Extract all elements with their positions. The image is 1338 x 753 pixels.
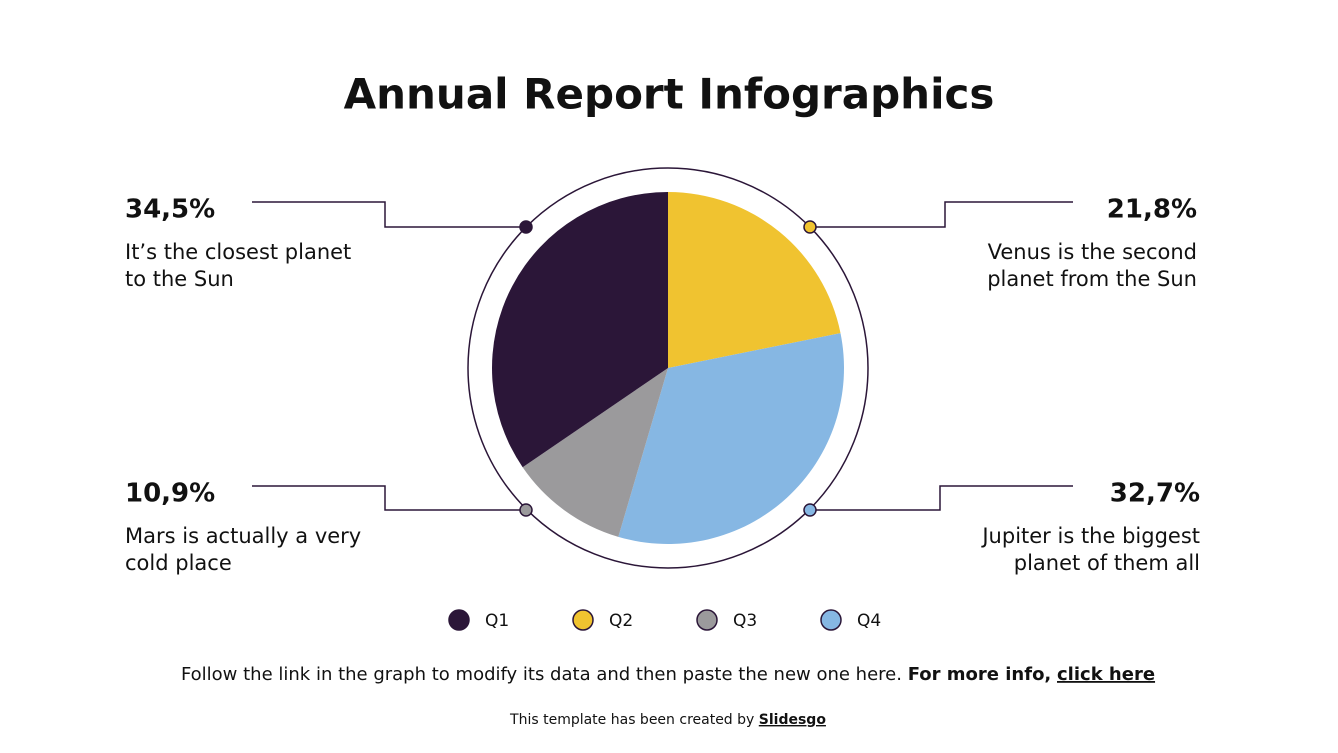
legend-swatch xyxy=(572,609,594,631)
credit: This template has been created by Slides… xyxy=(509,712,826,728)
legend-swatch xyxy=(448,609,470,631)
description: planet from the Sun xyxy=(987,267,1197,291)
pie-slice xyxy=(492,192,668,468)
legend-label: Q1 xyxy=(485,611,509,631)
description: to the Sun xyxy=(125,267,234,291)
legend-label: Q4 xyxy=(857,611,881,631)
callout-line xyxy=(810,201,1073,228)
footer-text: Follow the link in the graph to modify i… xyxy=(181,664,902,685)
callout-dot xyxy=(519,503,533,517)
legend-swatch xyxy=(696,609,718,631)
pie-ring xyxy=(467,167,869,569)
credit-link[interactable]: Slidesgo xyxy=(759,712,827,728)
callout-dot xyxy=(803,503,817,517)
value-label: 21,8% xyxy=(1107,195,1197,225)
legend-label: Q2 xyxy=(609,611,633,631)
footer-link[interactable]: click here xyxy=(1057,664,1155,685)
value-label: 34,5% xyxy=(125,195,215,225)
description: It’s the closest planet xyxy=(125,240,351,264)
callout-line xyxy=(810,485,1073,511)
credit-text: This template has been created by xyxy=(509,712,754,728)
footer-info: For more info, xyxy=(908,664,1052,685)
legend-label: Q3 xyxy=(733,611,757,631)
description: planet of them all xyxy=(1014,551,1200,575)
callout-line xyxy=(252,485,526,511)
value-label: 10,9% xyxy=(125,479,215,509)
callout-dot xyxy=(803,220,817,234)
value-label: 32,7% xyxy=(1110,479,1200,509)
description: Mars is actually a very xyxy=(125,524,361,548)
footer-note: Follow the link in the graph to modify i… xyxy=(181,664,1155,685)
description: cold place xyxy=(125,551,232,575)
chart-title: Annual Report Infographics xyxy=(344,70,995,119)
legend-swatch xyxy=(820,609,842,631)
description: Jupiter is the biggest xyxy=(980,524,1200,548)
callout-line xyxy=(252,201,526,228)
pie-slice xyxy=(618,333,844,544)
pie-slice xyxy=(522,368,668,537)
description: Venus is the second xyxy=(988,240,1197,264)
callout-dot xyxy=(519,220,533,234)
pie-slice xyxy=(668,192,841,368)
